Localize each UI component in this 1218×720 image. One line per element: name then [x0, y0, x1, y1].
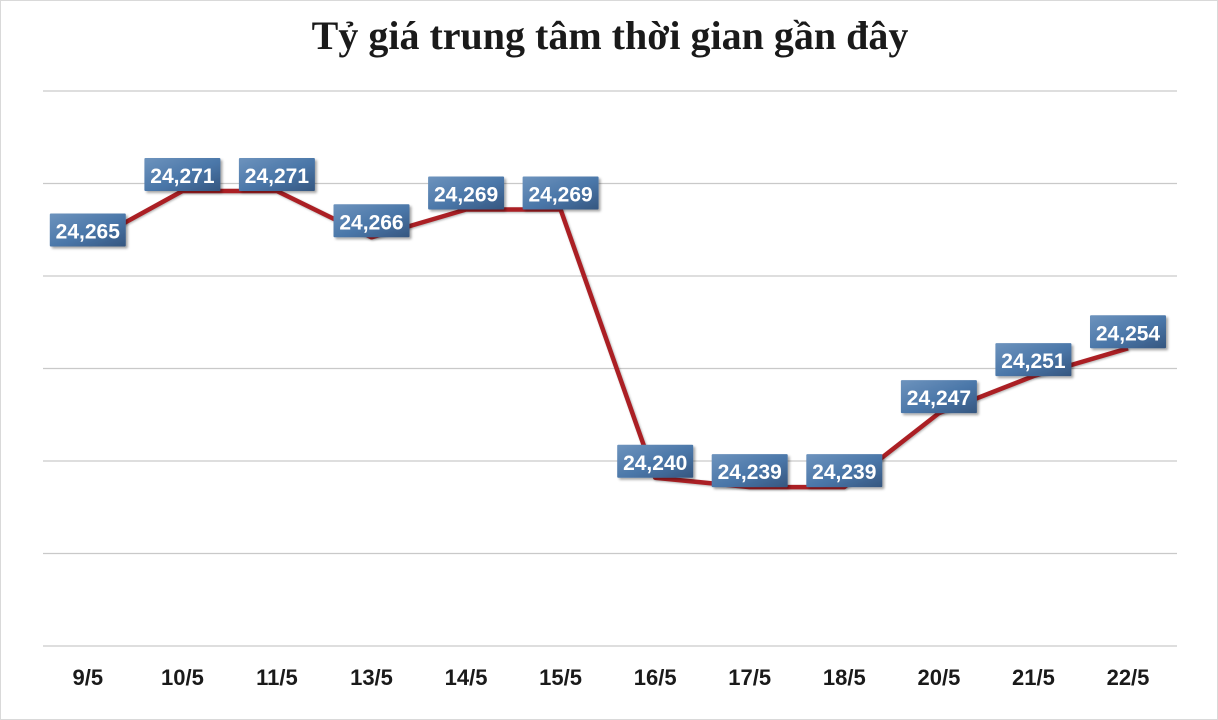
svg-text:22/5: 22/5 — [1107, 665, 1150, 690]
svg-text:21/5: 21/5 — [1012, 665, 1055, 690]
svg-text:10/5: 10/5 — [161, 665, 204, 690]
svg-text:18/5: 18/5 — [823, 665, 866, 690]
svg-text:9/5: 9/5 — [73, 665, 104, 690]
svg-text:24,251: 24,251 — [1001, 350, 1066, 373]
svg-text:20/5: 20/5 — [917, 665, 960, 690]
svg-text:15/5: 15/5 — [539, 665, 582, 690]
svg-text:16/5: 16/5 — [634, 665, 677, 690]
svg-text:24,239: 24,239 — [718, 461, 782, 484]
svg-text:11/5: 11/5 — [256, 665, 298, 690]
svg-text:24,247: 24,247 — [907, 387, 971, 410]
svg-text:24,271: 24,271 — [245, 165, 310, 188]
svg-text:24,240: 24,240 — [623, 452, 687, 475]
svg-text:24,271: 24,271 — [150, 165, 215, 188]
svg-text:24,265: 24,265 — [56, 221, 121, 244]
svg-text:24,269: 24,269 — [528, 184, 592, 207]
svg-text:24,269: 24,269 — [434, 184, 498, 207]
svg-text:14/5: 14/5 — [445, 665, 488, 690]
svg-text:24,266: 24,266 — [339, 211, 403, 234]
svg-text:24,254: 24,254 — [1096, 322, 1161, 345]
svg-text:24,239: 24,239 — [812, 461, 876, 484]
svg-text:13/5: 13/5 — [350, 665, 393, 690]
svg-text:17/5: 17/5 — [728, 665, 771, 690]
